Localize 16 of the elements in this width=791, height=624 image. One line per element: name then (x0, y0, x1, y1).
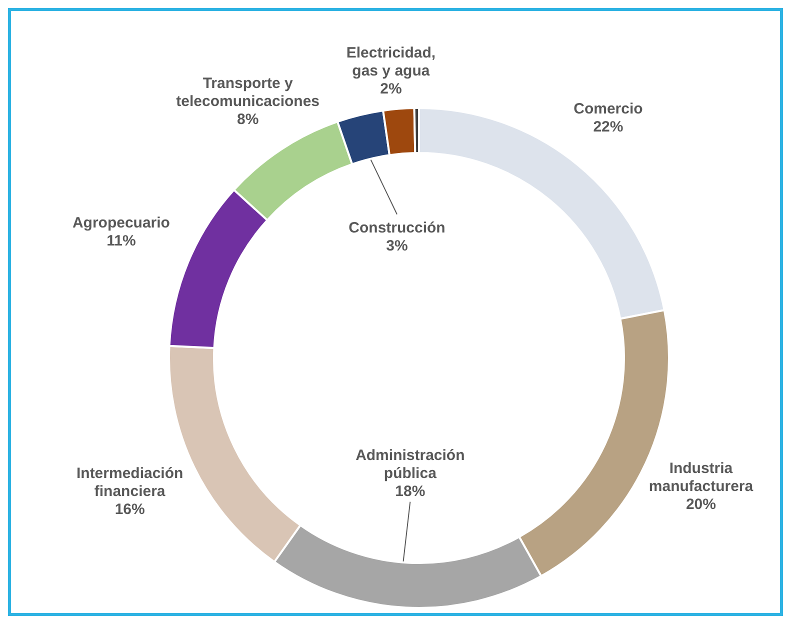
data-label: 16% (114, 501, 145, 518)
slice-label: Administración pública (356, 446, 465, 482)
slice-label: Construcción (348, 219, 446, 236)
slice-label: Intermediación financiera (76, 465, 184, 500)
data-label: 11% (106, 232, 136, 250)
data-label: 3% (386, 237, 408, 254)
data-label: 20% (686, 496, 716, 513)
slice-label: Comercio (574, 100, 643, 118)
data-label: 2% (380, 80, 402, 98)
data-label: 22% (593, 118, 624, 136)
slice-label: Agropecuario (72, 214, 170, 232)
slice-label: Transporte y telecomunicaciones (176, 74, 320, 110)
data-label: 18% (395, 482, 426, 500)
data-label: 8% (236, 110, 259, 128)
slice-label: Electricidad, gas y agua (346, 44, 436, 80)
slice-label: Industria manufacturera (648, 460, 754, 495)
